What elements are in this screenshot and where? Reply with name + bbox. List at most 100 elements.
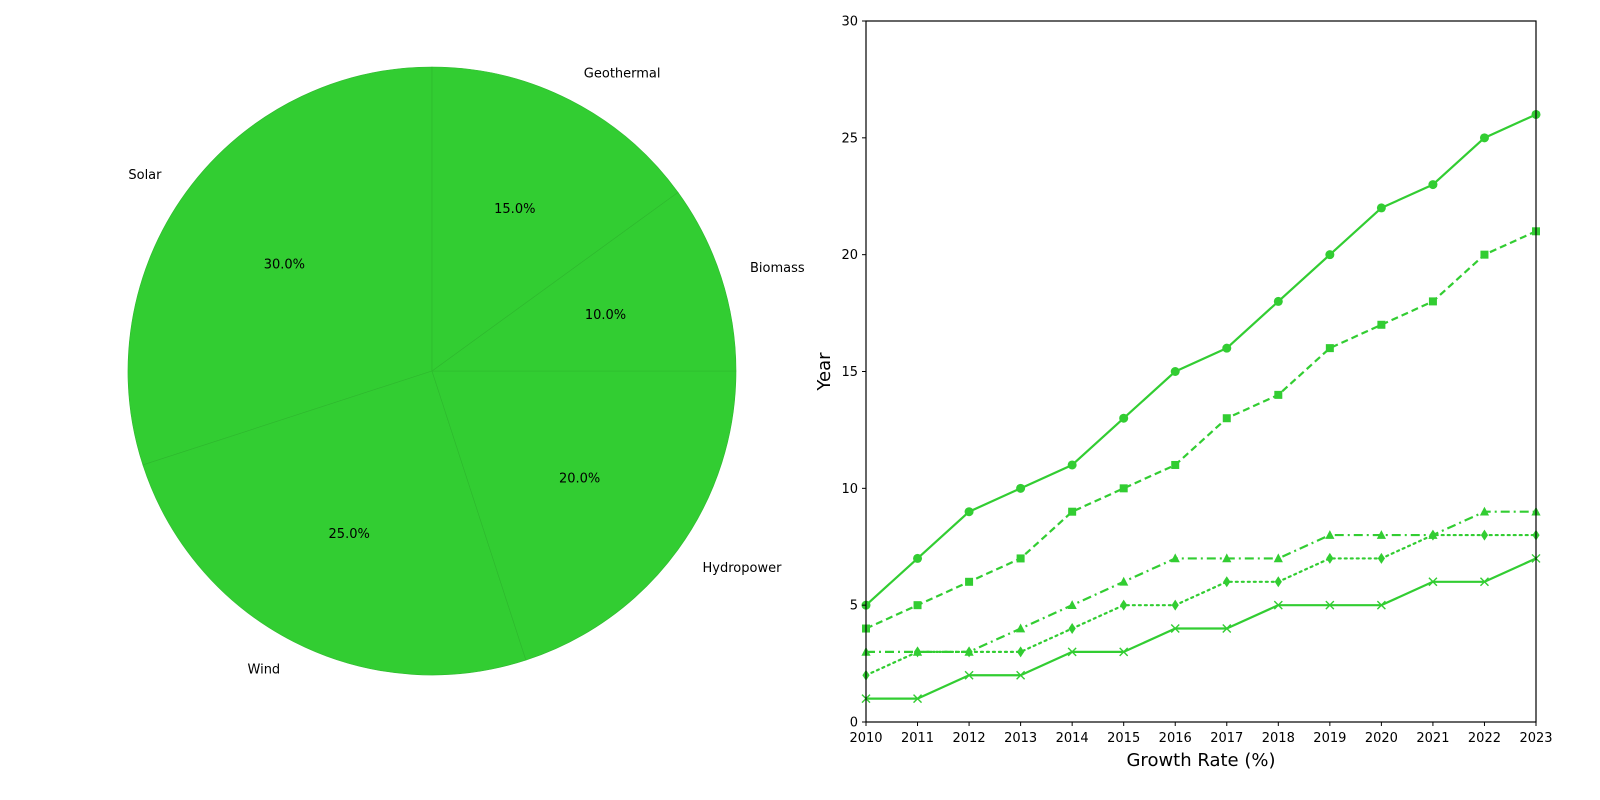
data-point-s2-2019 — [1325, 344, 1334, 353]
data-point-s3-2017 — [1222, 553, 1232, 563]
data-point-s4-2022 — [1480, 529, 1489, 541]
y-tick-label-5: 5 — [850, 599, 858, 614]
data-point-s5-2020 — [1376, 600, 1386, 610]
x-tick-label-2018: 2018 — [1262, 731, 1295, 746]
data-point-s4-2011 — [913, 646, 922, 658]
data-point-s3-2015 — [1119, 576, 1129, 586]
pie-label-hydropower: Hydropower — [703, 561, 783, 576]
x-tick-label-2014: 2014 — [1056, 731, 1089, 746]
data-point-s5-2022 — [1479, 577, 1489, 587]
pie-label-biomass: Biomass — [750, 261, 805, 276]
y-tick-label-30: 30 — [841, 15, 858, 30]
data-point-s1-2014 — [1067, 460, 1077, 470]
data-point-s4-2017 — [1223, 576, 1231, 588]
plot-area — [861, 109, 1541, 704]
x-tick-label-2017: 2017 — [1210, 731, 1243, 746]
series-line-3 — [866, 510, 1536, 654]
series-1-circle — [861, 109, 1541, 610]
y-tick-label-25: 25 — [841, 131, 858, 146]
series-2-square — [862, 227, 1540, 633]
x-axis-title: Growth Rate (%) — [1126, 750, 1275, 771]
data-point-s4-2015 — [1120, 599, 1128, 611]
pie-label-wind: Wind — [248, 663, 281, 678]
data-point-s4-2014 — [1068, 623, 1076, 635]
y-tick-label-20: 20 — [841, 248, 858, 263]
data-point-s2-2017 — [1222, 414, 1231, 423]
data-point-s2-2011 — [913, 601, 922, 610]
data-point-s4-2019 — [1326, 552, 1334, 564]
data-point-s3-2013 — [1016, 623, 1026, 633]
pie-pct-label-hydropower: 20.0% — [559, 472, 600, 487]
data-point-s3-2022 — [1479, 506, 1490, 516]
x-tick-label-2016: 2016 — [1159, 731, 1192, 746]
data-point-s5-2012 — [964, 670, 974, 680]
data-point-s5-2016 — [1170, 624, 1180, 634]
data-point-s3-2018 — [1273, 553, 1283, 563]
data-point-s1-2018 — [1273, 296, 1283, 306]
data-point-s1-2016 — [1170, 367, 1180, 376]
x-tick-label-2019: 2019 — [1313, 731, 1346, 746]
data-point-s3-2014 — [1067, 600, 1077, 609]
pie-pct-label-solar: 30.0% — [264, 257, 305, 272]
data-point-s5-2019 — [1325, 600, 1335, 610]
data-point-s2-2016 — [1171, 460, 1180, 469]
data-point-s3-2019 — [1325, 530, 1335, 539]
pie-chart: Solar 30.0% Wind 25.0% Hydropower 20.0% Biomas… — [127, 66, 805, 678]
data-point-s1-2012 — [964, 507, 974, 517]
data-point-s4-2012 — [965, 646, 973, 658]
y-tick-label-15: 15 — [841, 365, 858, 380]
data-point-s2-2021 — [1428, 297, 1437, 306]
data-point-s1-2017 — [1222, 343, 1232, 353]
data-point-s3-2020 — [1376, 530, 1386, 539]
data-point-s2-2022 — [1480, 250, 1489, 259]
data-point-s1-2020 — [1376, 203, 1386, 213]
x-tick-label-2020: 2020 — [1365, 731, 1398, 746]
data-point-s2-2013 — [1016, 554, 1025, 563]
data-point-s4-2016 — [1171, 599, 1179, 611]
pie-label-geothermal: Geothermal — [584, 67, 661, 82]
pie-slice-hydropower — [431, 370, 737, 661]
axes-frame — [865, 20, 1537, 723]
axes: 2010 2011 2012 2013 2014 2015 2016 2017 2018 2019… — [841, 15, 1552, 747]
x-tick-label-2011: 2011 — [901, 731, 934, 746]
data-point-s4-2021 — [1429, 529, 1437, 541]
pie-slice-geothermal — [431, 66, 679, 372]
data-point-s1-2022 — [1479, 133, 1489, 143]
data-point-s1-2013 — [1016, 483, 1026, 493]
data-point-s1-2011 — [913, 553, 923, 563]
x-tick-label-2012: 2012 — [953, 731, 986, 746]
series-line-5 — [866, 557, 1537, 700]
data-point-s1-2019 — [1325, 250, 1335, 260]
data-point-s5-2017 — [1222, 624, 1232, 634]
x-tick-label-2021: 2021 — [1416, 731, 1449, 746]
y-tick-label-0: 0 — [850, 716, 858, 731]
y-axis-title: Year — [814, 352, 835, 392]
data-point-s1-2021 — [1428, 180, 1438, 190]
data-point-s1-2015 — [1119, 413, 1129, 423]
data-point-s4-2020 — [1377, 552, 1385, 564]
pie-slice-biomass — [431, 191, 737, 372]
data-point-s5-2018 — [1273, 600, 1283, 610]
pie-pct-label-biomass: 10.0% — [585, 308, 626, 323]
pie-pct-label-wind: 25.0% — [329, 527, 370, 542]
data-point-s5-2011 — [913, 694, 923, 704]
data-point-s2-2020 — [1377, 320, 1386, 329]
x-tick-label-2022: 2022 — [1468, 731, 1501, 746]
data-point-s3-2016 — [1170, 553, 1180, 563]
pie-slice-solar — [127, 66, 433, 466]
data-point-s2-2012 — [965, 577, 974, 586]
data-point-s5-2014 — [1067, 647, 1077, 657]
data-point-s5-2021 — [1428, 577, 1438, 587]
x-tick-label-2013: 2013 — [1004, 731, 1037, 746]
series-line-2 — [865, 230, 1537, 630]
pie-pct-label-geothermal: 15.0% — [494, 202, 535, 217]
data-point-s5-2013 — [1016, 670, 1026, 680]
pie-slice-wind — [142, 370, 527, 676]
data-point-s4-2018 — [1274, 576, 1282, 588]
data-point-s5-2015 — [1119, 647, 1129, 657]
series-5-x — [861, 553, 1541, 704]
line-chart: 2010 2011 2012 2013 2014 2015 2016 2017 2018 2019… — [814, 15, 1553, 772]
series-line-1 — [865, 113, 1537, 606]
